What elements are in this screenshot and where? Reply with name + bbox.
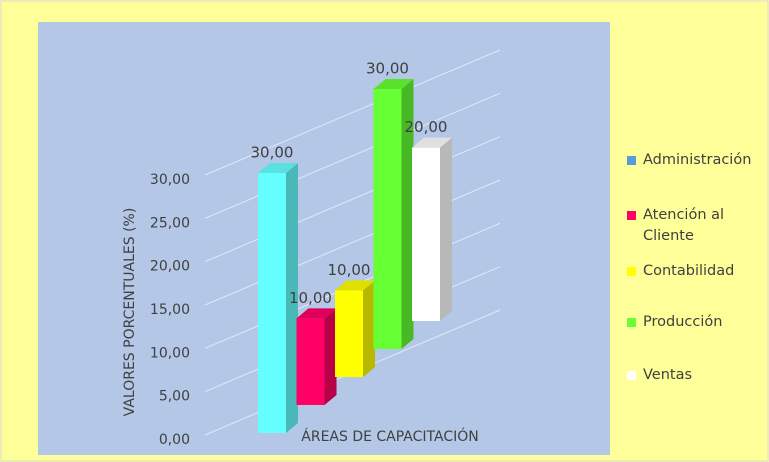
legend-swatch [627, 371, 636, 380]
data-label: 10,00 [328, 261, 371, 279]
bar-side [401, 79, 414, 349]
legend-label: Atención al Cliente [643, 207, 725, 244]
data-label: 30,00 [251, 144, 294, 162]
legend-label: Administración [643, 152, 752, 168]
legend-label: Contabilidad [643, 263, 735, 279]
bar-side [440, 137, 452, 321]
y-tick-label: 10,00 [150, 345, 190, 361]
data-label: 20,00 [405, 118, 448, 136]
legend-item: Atención al Cliente [627, 205, 762, 247]
legend-item: Contabilidad [627, 261, 762, 282]
legend-item: Producción [627, 312, 762, 333]
bar-top [296, 308, 337, 319]
legend-item: Ventas [627, 365, 762, 386]
y-tick-label: 15,00 [150, 302, 190, 318]
legend-swatch [627, 267, 636, 276]
bar-front [412, 147, 440, 321]
bar-front [335, 290, 363, 377]
legend: Administración Atención al Cliente Contabi… [627, 150, 762, 386]
y-tick-label: 0,00 [159, 432, 190, 448]
y-tick-label: 5,00 [159, 389, 190, 405]
y-axis-label: VALORES PORCENTUALES (%) [122, 208, 138, 417]
grid-line [204, 92, 501, 219]
bar-top [412, 137, 452, 148]
bar-top [258, 163, 298, 173]
y-tick-label: 30,00 [150, 172, 190, 188]
bar-side [324, 308, 337, 405]
legend-swatch [627, 156, 636, 165]
legend-label: Ventas [643, 367, 693, 383]
legend-label: Producción [643, 314, 723, 330]
bar-front [258, 173, 286, 433]
legend-swatch [627, 318, 636, 327]
legend-item: Administración [627, 150, 762, 171]
data-label: 30,00 [366, 60, 409, 78]
bar-front [296, 318, 325, 405]
data-label: 10,00 [289, 289, 332, 307]
bar-top [373, 79, 414, 89]
bar-side [363, 280, 375, 377]
bar-side [286, 163, 298, 433]
y-tick-label: 25,00 [150, 215, 190, 231]
bar-top [335, 280, 375, 291]
legend-swatch [627, 211, 636, 220]
x-axis-label: ÁREAS DE CAPACITACIÓN [301, 427, 478, 445]
bar-front [373, 89, 402, 349]
y-tick-label: 20,00 [150, 259, 190, 275]
grid-line [204, 49, 501, 176]
